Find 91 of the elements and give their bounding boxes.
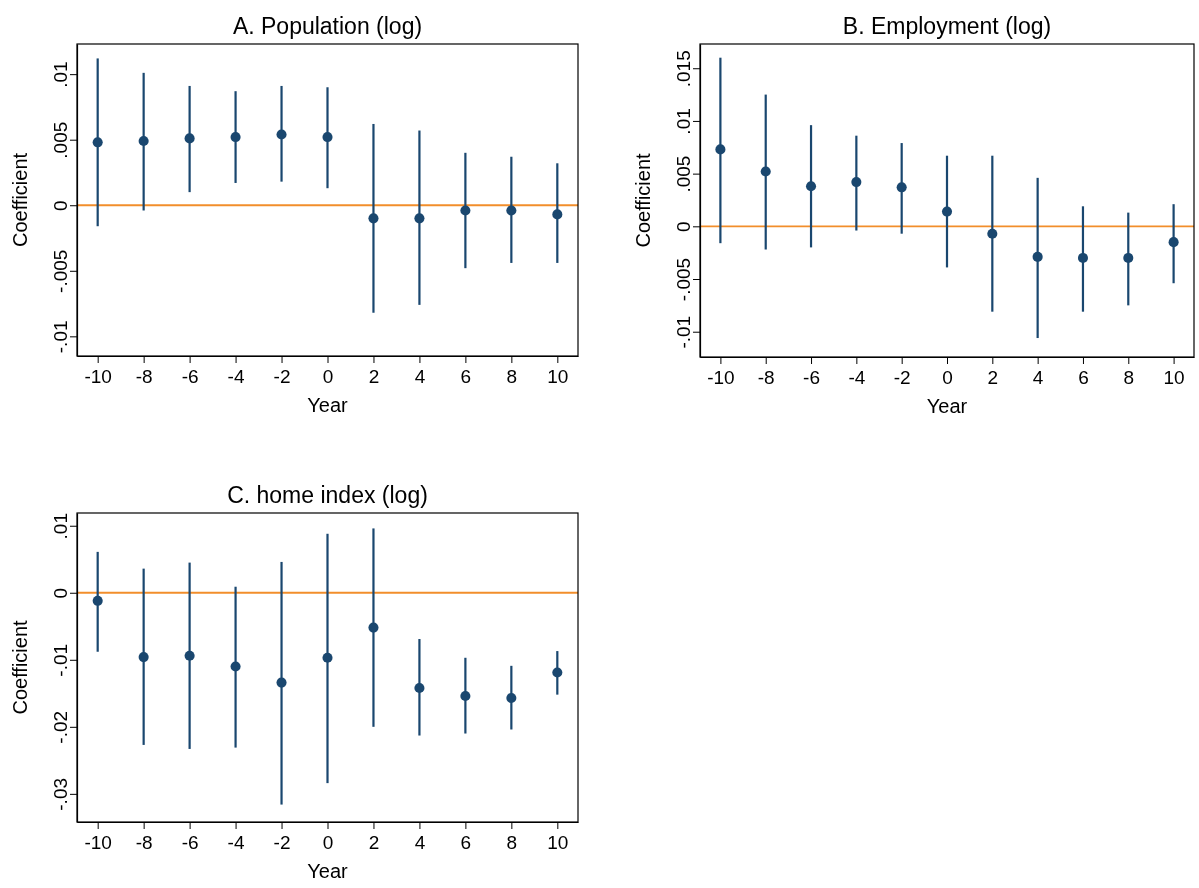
point: [414, 682, 425, 693]
point: [184, 133, 195, 144]
x-tick-label: -10: [84, 366, 112, 388]
point: [851, 177, 862, 188]
x-tick-label: -10: [707, 367, 735, 389]
point: [460, 690, 471, 702]
x-tick-label: 0: [322, 832, 334, 854]
y-tick-label: -.01: [50, 643, 71, 677]
y-axis-title: Coefficient: [9, 620, 31, 715]
x-tick-label: 0: [322, 366, 334, 388]
point: [184, 650, 195, 661]
point: [368, 622, 379, 633]
chart-title: B. Employment (log): [842, 13, 1052, 39]
point: [941, 206, 953, 217]
point: [715, 144, 726, 155]
x-tick-label: -10: [84, 832, 112, 854]
point: [987, 228, 998, 239]
y-tick-label: 0: [673, 221, 694, 233]
y-tick-label: .01: [673, 108, 694, 135]
point: [1168, 237, 1179, 248]
point: [230, 132, 241, 143]
x-tick-label: 2: [368, 366, 380, 388]
x-tick-label: -6: [181, 366, 199, 388]
point: [414, 213, 425, 224]
x-tick-label: 4: [414, 366, 426, 388]
x-tick-label: 2: [368, 832, 380, 854]
point: [805, 181, 817, 192]
point: [138, 135, 149, 147]
x-tick-label: -8: [135, 832, 153, 854]
x-tick-label: 6: [1078, 367, 1089, 389]
point: [92, 595, 103, 606]
x-tick-label: 8: [506, 832, 518, 854]
point: [92, 137, 103, 148]
point: [138, 652, 149, 663]
x-axis-title: Year: [307, 860, 349, 882]
y-tick-label: .015: [673, 50, 694, 88]
chart-title: A. Population (log): [232, 13, 423, 39]
x-tick-label: 10: [1163, 367, 1185, 389]
point: [276, 677, 287, 688]
chart-title: C. home index (log): [227, 482, 428, 508]
x-tick-label: 10: [547, 366, 569, 388]
x-tick-label: 8: [506, 366, 518, 388]
point: [230, 661, 241, 672]
x-tick-label: -6: [803, 367, 820, 389]
y-tick-label: 0: [50, 587, 71, 599]
x-axis-title: Year: [307, 394, 349, 416]
x-tick-label: 8: [1123, 367, 1135, 389]
y-tick-label: -.01: [673, 315, 694, 349]
x-tick-label: -4: [848, 367, 866, 389]
x-tick-label: 4: [1032, 367, 1044, 389]
point: [368, 213, 379, 224]
x-tick-label: 4: [414, 832, 426, 854]
point: [1077, 252, 1089, 263]
point: [760, 166, 771, 177]
point: [1032, 251, 1043, 262]
y-tick-label: -.005: [673, 257, 694, 302]
x-tick-label: 10: [547, 832, 569, 854]
y-tick-label: .005: [673, 155, 694, 193]
point: [276, 129, 287, 140]
x-tick-label: -4: [227, 832, 245, 854]
point: [460, 205, 471, 216]
y-tick-label: -.005: [50, 249, 71, 293]
x-tick-label: -6: [181, 832, 199, 854]
point: [322, 132, 333, 143]
x-tick-label: 6: [460, 832, 472, 854]
x-tick-label: 2: [987, 367, 999, 389]
point: [322, 652, 333, 663]
x-tick-label: -2: [273, 832, 291, 854]
x-tick-label: -4: [227, 366, 245, 388]
x-axis-title: Year: [926, 395, 968, 417]
point: [552, 209, 563, 220]
y-axis-title: Coefficient: [9, 152, 31, 248]
point: [552, 667, 563, 678]
y-tick-label: .01: [50, 61, 71, 88]
x-tick-label: -2: [893, 367, 911, 389]
x-tick-label: 6: [460, 366, 472, 388]
point: [1123, 252, 1134, 263]
x-tick-label: 0: [942, 367, 953, 389]
y-tick-label: -.01: [50, 320, 71, 354]
y-tick-label: .01: [50, 513, 71, 540]
x-tick-label: -8: [757, 367, 775, 389]
y-axis-title: Coefficient: [632, 153, 654, 248]
point: [896, 182, 907, 193]
x-tick-label: -8: [135, 366, 153, 388]
y-tick-label: 0: [50, 200, 71, 212]
y-tick-label: -.02: [50, 710, 71, 744]
point: [506, 692, 517, 704]
point: [506, 205, 517, 216]
y-tick-label: .005: [50, 121, 71, 159]
x-tick-label: -2: [273, 366, 291, 388]
y-tick-label: -.03: [50, 777, 71, 811]
